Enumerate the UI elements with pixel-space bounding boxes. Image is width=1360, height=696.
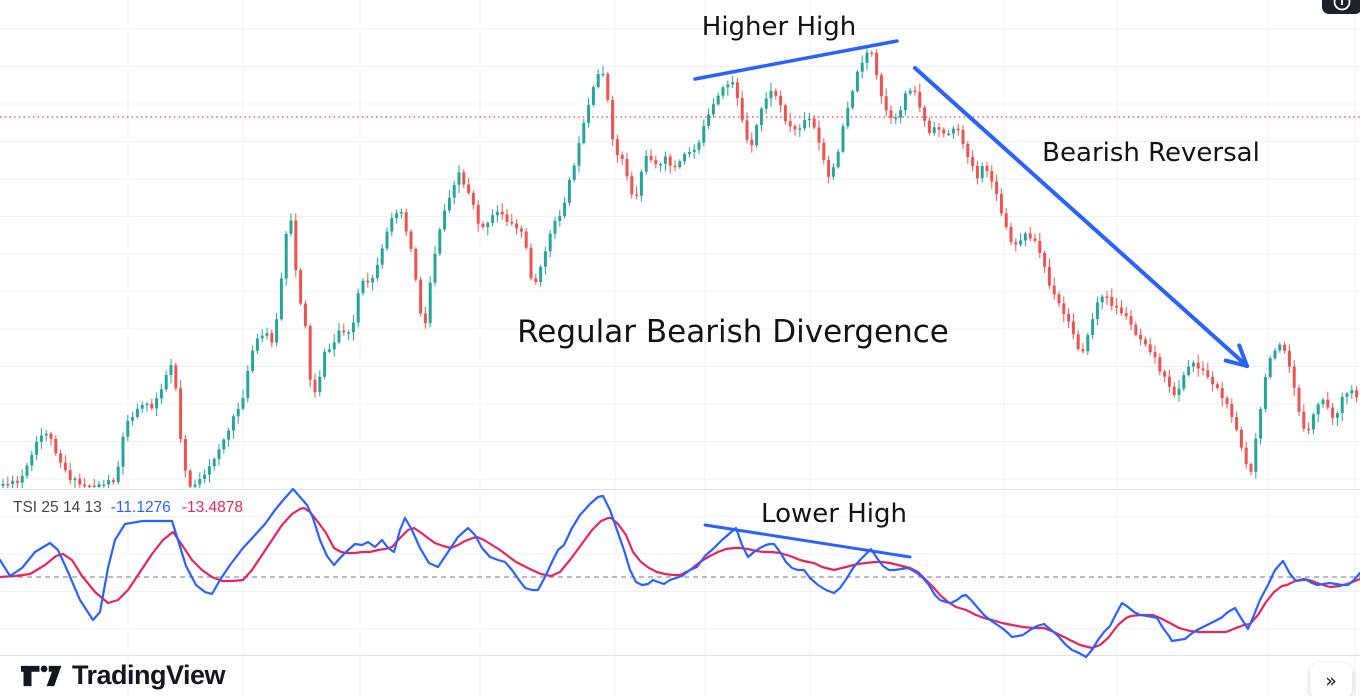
lower-high-trendline[interactable] bbox=[703, 523, 912, 559]
indicator-value-1: -11.1276 bbox=[110, 499, 171, 516]
tradingview-logo-icon bbox=[21, 663, 63, 689]
expand-button[interactable]: » bbox=[1310, 663, 1352, 696]
tsi-indicator-lines[interactable] bbox=[0, 487, 1360, 659]
indicator-status-line[interactable]: TSI 25 14 13 -11.1276 -13.4878 bbox=[13, 499, 243, 516]
tradingview-logo-text: TradingView bbox=[72, 660, 226, 690]
trendline-drawings[interactable] bbox=[693, 39, 1249, 559]
pane-dividers bbox=[0, 489, 1360, 656]
annotation-regular-bearish-divergence[interactable]: Regular Bearish Divergence bbox=[517, 314, 949, 350]
annotation-lower-high[interactable]: Lower High bbox=[761, 499, 907, 529]
indicator-title: TSI 25 14 13 bbox=[13, 499, 102, 516]
annotation-higher-high[interactable]: Higher High bbox=[701, 12, 857, 42]
higher-high-trendline[interactable] bbox=[693, 39, 899, 81]
indicator-value-2: -13.4878 bbox=[181, 499, 244, 516]
annotation-bearish-reversal[interactable]: Bearish Reversal bbox=[1042, 138, 1260, 168]
bearish-reversal-arrow[interactable] bbox=[913, 66, 1249, 368]
info-icon[interactable] bbox=[1322, 0, 1360, 14]
candlestick-series[interactable] bbox=[1, 46, 1359, 488]
tradingview-logo[interactable]: TradingView bbox=[21, 660, 226, 691]
